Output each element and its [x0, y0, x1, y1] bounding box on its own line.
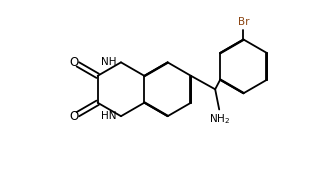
Text: O: O — [70, 56, 79, 69]
Text: NH$_2$: NH$_2$ — [209, 113, 230, 127]
Text: Br: Br — [238, 17, 249, 27]
Text: NH: NH — [101, 57, 117, 67]
Text: HN: HN — [101, 111, 117, 121]
Text: O: O — [70, 110, 79, 123]
